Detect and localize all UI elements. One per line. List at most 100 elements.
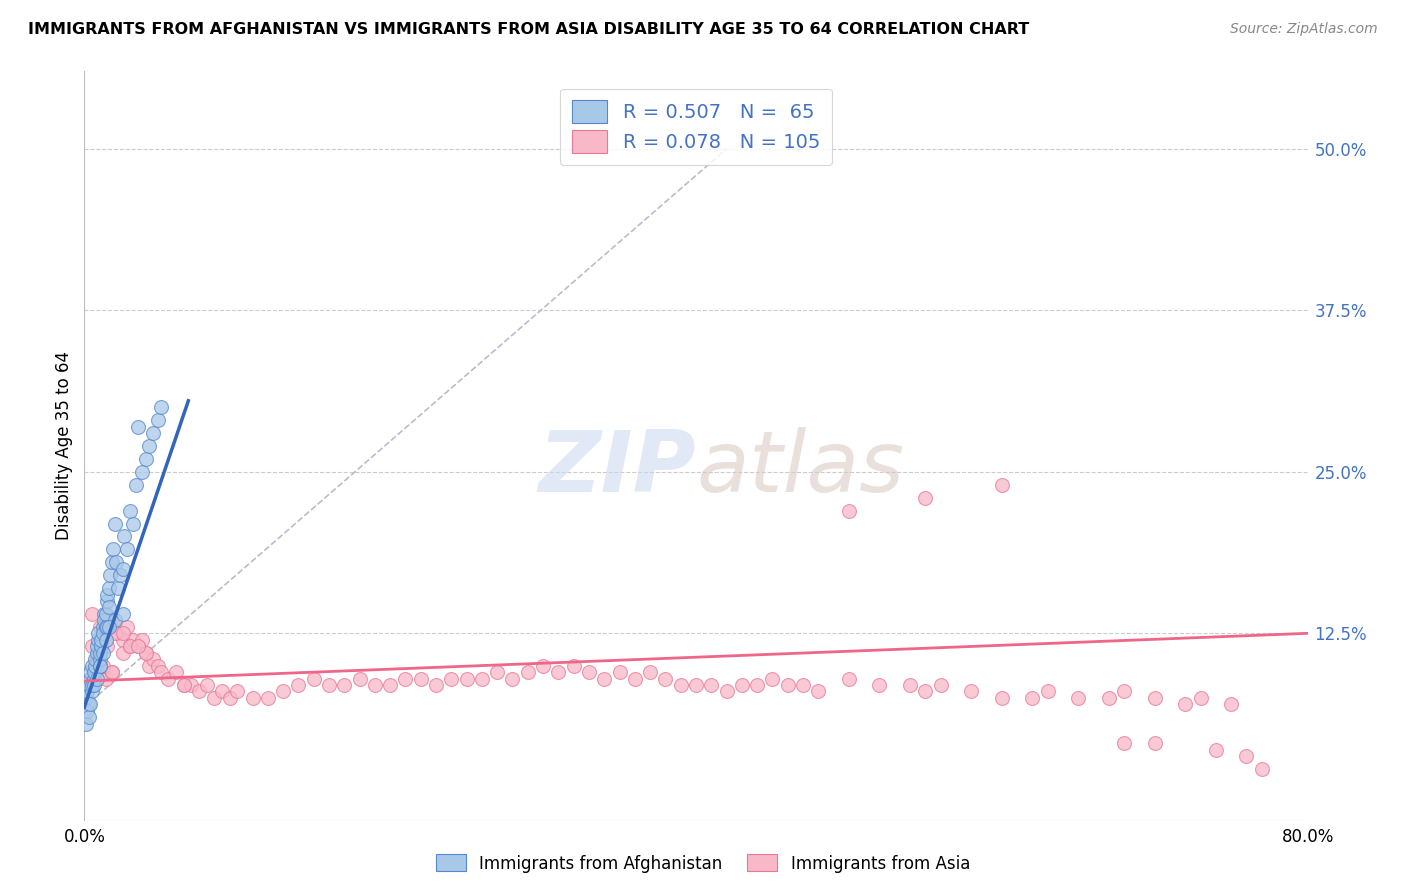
- Point: [120, 639, 142, 653]
- Point: [86, 639, 108, 653]
- Legend: R = 0.507   N =  65, R = 0.078   N = 105: R = 0.507 N = 65, R = 0.078 N = 105: [561, 88, 831, 165]
- Point: [104, 620, 127, 634]
- Text: Source: ZipAtlas.com: Source: ZipAtlas.com: [1230, 22, 1378, 37]
- Point: [1114, 736, 1136, 750]
- Point: [792, 678, 814, 692]
- Point: [1114, 684, 1136, 698]
- Point: [90, 632, 112, 647]
- Point: [87, 626, 110, 640]
- Point: [93, 614, 115, 628]
- Point: [127, 419, 149, 434]
- Point: [1250, 762, 1272, 776]
- Point: [90, 639, 112, 653]
- Point: [75, 690, 97, 705]
- Point: [111, 607, 134, 621]
- Point: [120, 503, 142, 517]
- Point: [97, 581, 120, 595]
- Point: [104, 516, 127, 531]
- Point: [94, 607, 117, 621]
- Point: [91, 646, 114, 660]
- Text: IMMIGRANTS FROM AFGHANISTAN VS IMMIGRANTS FROM ASIA DISABILITY AGE 35 TO 64 CORR: IMMIGRANTS FROM AFGHANISTAN VS IMMIGRANT…: [28, 22, 1029, 37]
- Point: [80, 607, 103, 621]
- Point: [79, 672, 101, 686]
- Point: [624, 672, 647, 686]
- Point: [654, 672, 676, 686]
- Point: [991, 690, 1014, 705]
- Point: [76, 684, 98, 698]
- Point: [149, 401, 172, 415]
- Point: [991, 477, 1014, 491]
- Point: [747, 678, 769, 692]
- Point: [101, 665, 124, 679]
- Point: [101, 665, 124, 679]
- Point: [547, 665, 569, 679]
- Point: [89, 620, 111, 634]
- Point: [89, 658, 111, 673]
- Point: [380, 678, 402, 692]
- Point: [1143, 736, 1166, 750]
- Point: [638, 665, 661, 679]
- Point: [86, 652, 108, 666]
- Point: [394, 672, 416, 686]
- Point: [122, 516, 145, 531]
- Point: [669, 678, 692, 692]
- Point: [76, 704, 98, 718]
- Point: [869, 678, 891, 692]
- Point: [593, 672, 616, 686]
- Point: [91, 658, 114, 673]
- Point: [97, 620, 120, 634]
- Point: [131, 632, 153, 647]
- Point: [157, 672, 180, 686]
- Point: [103, 542, 125, 557]
- Point: [89, 658, 111, 673]
- Point: [287, 678, 309, 692]
- Point: [89, 646, 111, 660]
- Point: [135, 451, 157, 466]
- Point: [173, 678, 195, 692]
- Point: [578, 665, 600, 679]
- Point: [86, 652, 108, 666]
- Point: [700, 678, 723, 692]
- Point: [122, 632, 145, 647]
- Point: [98, 568, 121, 582]
- Point: [562, 658, 585, 673]
- Point: [1220, 698, 1243, 712]
- Point: [96, 620, 118, 634]
- Point: [84, 658, 107, 673]
- Point: [226, 684, 249, 698]
- Point: [79, 698, 101, 712]
- Point: [80, 684, 103, 698]
- Point: [440, 672, 463, 686]
- Point: [173, 678, 195, 692]
- Point: [188, 684, 211, 698]
- Point: [96, 588, 118, 602]
- Point: [165, 665, 187, 679]
- Point: [79, 665, 101, 679]
- Point: [86, 672, 108, 686]
- Point: [731, 678, 754, 692]
- Point: [914, 491, 936, 505]
- Point: [1067, 690, 1090, 705]
- Point: [531, 658, 554, 673]
- Point: [1143, 690, 1166, 705]
- Point: [77, 678, 100, 692]
- Point: [716, 684, 738, 698]
- Point: [218, 690, 240, 705]
- Point: [960, 684, 983, 698]
- Point: [146, 413, 169, 427]
- Point: [75, 716, 97, 731]
- Point: [1174, 698, 1197, 712]
- Point: [486, 665, 509, 679]
- Point: [516, 665, 538, 679]
- Point: [471, 672, 494, 686]
- Point: [80, 658, 103, 673]
- Point: [80, 639, 103, 653]
- Point: [125, 477, 148, 491]
- Point: [91, 626, 114, 640]
- Point: [138, 439, 160, 453]
- Point: [89, 652, 111, 666]
- Point: [761, 672, 783, 686]
- Point: [91, 665, 114, 679]
- Point: [502, 672, 524, 686]
- Point: [271, 684, 294, 698]
